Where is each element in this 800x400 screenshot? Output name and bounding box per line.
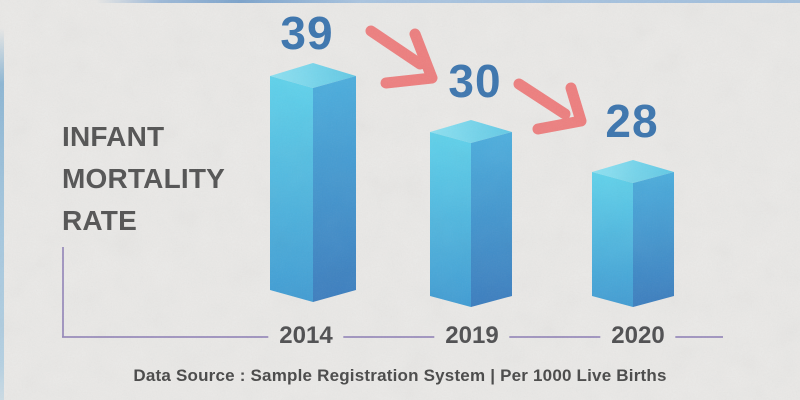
decline-arrow-2014-2019 xyxy=(365,25,438,89)
bar-2019 xyxy=(430,120,512,307)
bar-2019-left-face xyxy=(430,132,471,307)
decline-arrow-2-shaft xyxy=(513,78,571,120)
bar-2020 xyxy=(592,160,674,307)
data-source-text: Data Source : Sample Registration System… xyxy=(133,366,667,385)
bar-2019-right-face xyxy=(471,132,512,307)
bar-2020-right-face xyxy=(633,172,674,307)
value-label-2014: 39 xyxy=(280,7,334,59)
bar-2014-right-face xyxy=(313,76,356,302)
year-label-2014: 2014 xyxy=(268,322,344,350)
value-label-2020: 28 xyxy=(605,95,659,147)
bar-2014 xyxy=(270,63,356,302)
decline-arrow-2019-2020 xyxy=(513,78,587,135)
bar-2014-left-face xyxy=(270,76,313,302)
year-label-2020: 2020 xyxy=(600,322,676,350)
year-label-2019: 2019 xyxy=(434,322,510,350)
bar-2020-left-face xyxy=(592,172,633,307)
value-label-2019: 30 xyxy=(448,55,502,107)
